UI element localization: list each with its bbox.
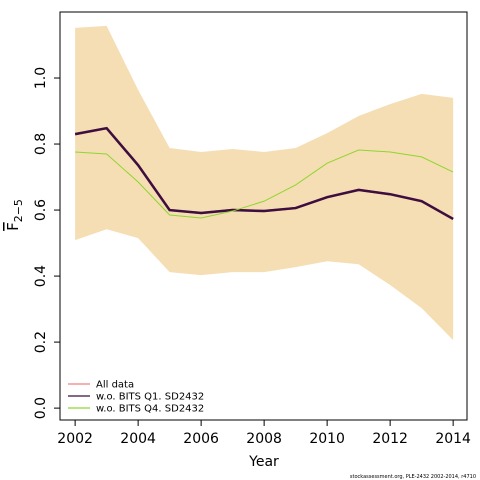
x-tick-label: 2002	[57, 431, 93, 447]
x-tick-label: 2014	[435, 431, 471, 447]
legend-label: All data	[96, 380, 134, 391]
y-tick-label: 0.6	[33, 199, 49, 221]
y-tick-label: 0.0	[33, 397, 49, 419]
y-label-sub: 2−5	[12, 199, 25, 222]
x-tick-label: 2004	[120, 431, 156, 447]
legend-label: w.o. BITS Q1. SD2432	[96, 392, 204, 403]
plot-frame	[59, 11, 468, 421]
series-line	[75, 149, 454, 219]
confidence-band	[75, 25, 454, 341]
x-tick-label: 2010	[309, 431, 345, 447]
y-tick-label: 0.8	[33, 133, 49, 155]
legend-label: w.o. BITS Q4. SD2432	[96, 404, 204, 415]
y-tick-label: 0.2	[33, 331, 49, 353]
x-tick-label: 2008	[246, 431, 282, 447]
footnote: stockassessment.org, PLE-2432 2002-2014,…	[350, 474, 476, 480]
y-label-main: F	[4, 222, 22, 231]
y-tick-label: 1.0	[33, 67, 49, 89]
y-tick-label: 0.4	[33, 265, 49, 287]
x-axis-label: Year	[248, 454, 279, 470]
x-tick-label: 2012	[372, 431, 408, 447]
series-line	[74, 126, 454, 221]
y-axis-label: F2−5	[4, 199, 25, 231]
x-tick-label: 2006	[183, 431, 219, 447]
